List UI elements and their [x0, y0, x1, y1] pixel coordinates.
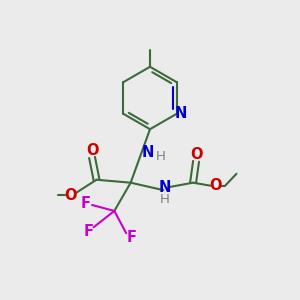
Text: O: O: [64, 188, 76, 203]
Text: O: O: [190, 147, 202, 162]
Text: N: N: [159, 180, 171, 195]
Text: F: F: [83, 224, 93, 239]
Text: N: N: [175, 106, 188, 121]
Text: F: F: [80, 196, 91, 211]
Text: O: O: [86, 143, 98, 158]
Text: F: F: [127, 230, 136, 245]
Text: N: N: [142, 146, 154, 160]
Text: O: O: [209, 178, 222, 193]
Text: H: H: [160, 193, 170, 206]
Text: H: H: [155, 150, 165, 163]
